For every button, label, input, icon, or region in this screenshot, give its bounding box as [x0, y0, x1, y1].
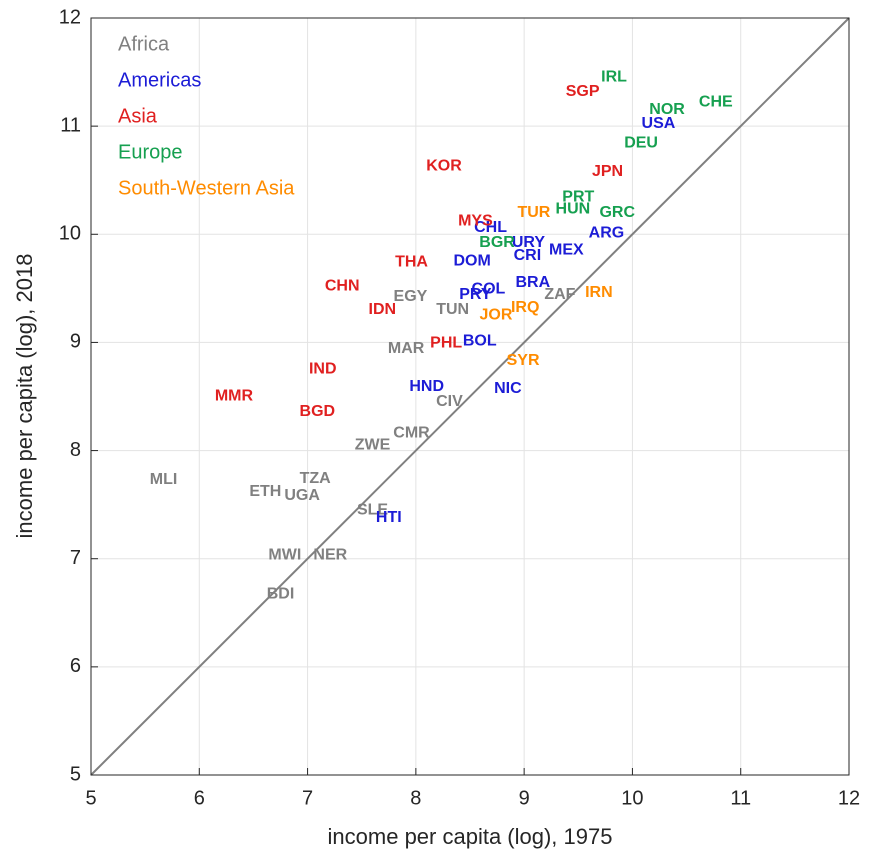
country-label: CHN	[325, 277, 360, 294]
country-label: CMR	[393, 424, 430, 441]
country-label: ZAF	[544, 286, 575, 303]
country-label: CHE	[699, 94, 733, 111]
country-label: IND	[309, 361, 337, 378]
country-label: GRC	[599, 204, 635, 221]
x-tick-label: 6	[194, 787, 205, 809]
country-label: PRY	[459, 286, 492, 303]
legend-entry: Africa	[118, 33, 170, 55]
country-label: SYR	[507, 352, 540, 369]
country-label: IRQ	[511, 299, 539, 316]
country-label: NIC	[494, 380, 522, 397]
legend-entry: Americas	[118, 69, 201, 91]
x-tick-label: 10	[621, 787, 643, 809]
x-tick-label: 8	[410, 787, 421, 809]
country-label: MEX	[549, 242, 584, 259]
country-label: MMR	[215, 388, 254, 405]
country-label: URY	[512, 234, 546, 251]
country-label: THA	[395, 254, 428, 271]
country-label: NOR	[649, 101, 685, 118]
x-axis-label: income per capita (log), 1975	[328, 824, 613, 849]
country-label: SLE	[357, 501, 388, 518]
country-label: COL	[472, 281, 506, 298]
y-tick-label: 6	[70, 655, 81, 677]
country-label: BDI	[267, 586, 295, 603]
country-label: BGR	[479, 234, 515, 251]
y-axis-label: income per capita (log), 2018	[12, 254, 37, 539]
country-label: UGA	[284, 487, 320, 504]
country-label: MLI	[150, 471, 178, 488]
country-label: JPN	[592, 163, 623, 180]
country-label: TZA	[300, 470, 332, 487]
country-label: DEU	[624, 135, 658, 152]
country-label: MYS	[458, 213, 493, 230]
y-tick-label: 5	[70, 763, 81, 785]
country-label: PHL	[430, 335, 462, 352]
country-label: IRN	[585, 284, 613, 301]
country-label: KOR	[426, 157, 462, 174]
y-tick-label: 9	[70, 331, 81, 353]
y-tick-label: 10	[59, 223, 81, 245]
country-label: HND	[409, 378, 444, 395]
country-label: BRA	[515, 274, 550, 291]
x-tick-label: 11	[730, 787, 751, 809]
x-tick-label: 5	[85, 787, 96, 809]
country-label: HUN	[556, 201, 591, 218]
country-label: JOR	[480, 307, 513, 324]
country-label: TUN	[436, 301, 469, 318]
y-tick-label: 12	[59, 6, 81, 28]
country-label: CRI	[514, 247, 542, 264]
country-label: ARG	[589, 224, 625, 241]
country-label: ETH	[249, 483, 281, 500]
y-tick-label: 11	[60, 114, 81, 136]
country-label: DOM	[454, 253, 491, 270]
legend-entry: South-Western Asia	[118, 177, 295, 199]
country-label: USA	[642, 115, 676, 132]
legend-entry: Asia	[118, 105, 158, 127]
x-tick-label: 9	[519, 787, 530, 809]
country-label: NER	[313, 547, 347, 564]
country-label: MWI	[268, 547, 301, 564]
country-label: IRL	[601, 69, 627, 86]
y-tick-label: 8	[70, 439, 81, 461]
country-label: BOL	[463, 333, 497, 350]
country-label: CHL	[474, 219, 507, 236]
plot-frame	[90, 17, 850, 776]
country-label: BGD	[300, 403, 336, 420]
x-tick-label: 7	[302, 787, 313, 809]
legend-entry: Europe	[118, 141, 183, 163]
country-label: CIV	[436, 393, 463, 410]
y-tick-label: 7	[70, 547, 81, 569]
country-label: MAR	[388, 340, 425, 357]
country-label: ZWE	[355, 436, 391, 453]
diagonal-line	[90, 17, 850, 776]
country-label: TUR	[517, 204, 550, 221]
country-label: HTI	[376, 509, 402, 526]
x-tick-label: 12	[838, 787, 860, 809]
country-label: IDN	[369, 301, 397, 318]
country-label: PRT	[562, 189, 594, 206]
country-label: EGY	[394, 288, 428, 305]
country-label: SGP	[566, 83, 600, 100]
